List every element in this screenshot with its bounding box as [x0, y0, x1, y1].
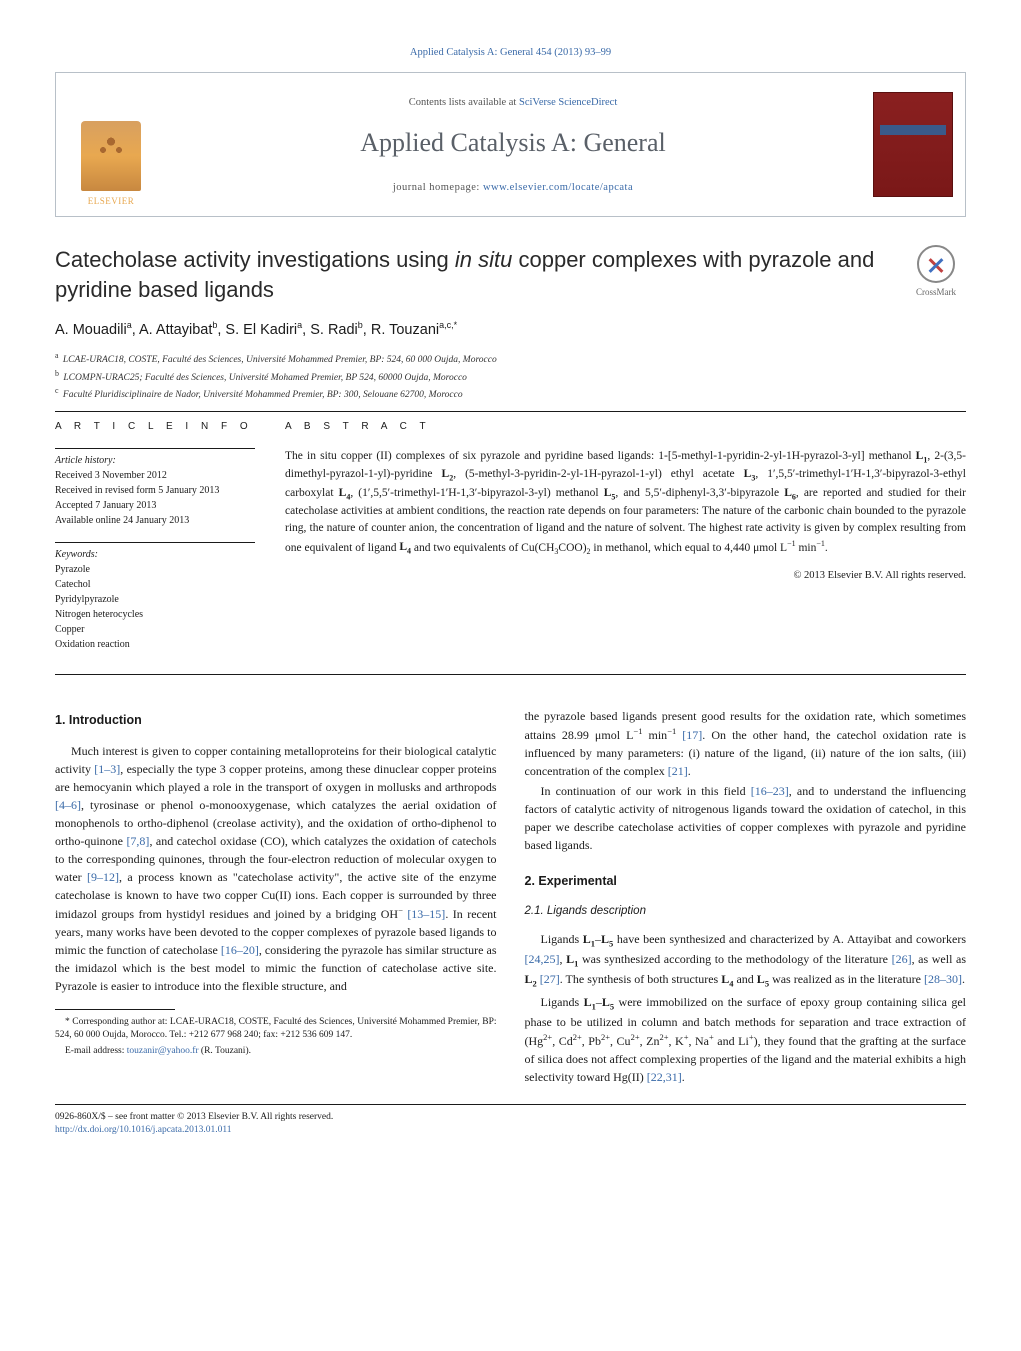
keywords-block: Keywords: Pyrazole Catechol Pyridylpyraz… [55, 547, 255, 652]
history-received: Received 3 November 2012 [55, 468, 255, 483]
ligands-paragraph-2: Ligands L1–L5 were immobilized on the su… [525, 993, 967, 1086]
crossmark-label: CrossMark [916, 286, 956, 299]
title-part-1: Catecholase activity investigations usin… [55, 247, 455, 272]
keyword: Pyridylpyrazole [55, 592, 255, 607]
cover-thumbnail-wrap [860, 73, 965, 216]
keyword: Copper [55, 622, 255, 637]
article-title: Catecholase activity investigations usin… [55, 245, 886, 304]
intro-paragraph-1: Much interest is given to copper contain… [55, 742, 497, 995]
affiliation-a-text: LCAE-URAC18, COSTE, Faculté des Sciences… [63, 356, 497, 366]
history-label: Article history: [55, 453, 255, 468]
corresponding-author: * Corresponding author at: LCAE-URAC18, … [55, 1016, 497, 1043]
publisher-logo: ELSEVIER [56, 73, 166, 216]
authors-line: A. Mouadilia, A. Attayibatb, S. El Kadir… [55, 319, 966, 341]
intro-paragraph-1b: the pyrazole based ligands present good … [525, 707, 967, 780]
body-two-column: 1. Introduction Much interest is given t… [55, 707, 966, 1086]
history-accepted: Accepted 7 January 2013 [55, 498, 255, 513]
ligands-paragraph-1: Ligands L1–L5 have been synthesized and … [525, 930, 967, 990]
intro-paragraph-2: In continuation of our work in this fiel… [525, 782, 967, 854]
doi-link[interactable]: http://dx.doi.org/10.1016/j.apcata.2013.… [55, 1124, 966, 1137]
running-head: Applied Catalysis A: General 454 (2013) … [55, 45, 966, 60]
affiliations: a LCAE-URAC18, COSTE, Faculté des Scienc… [55, 350, 966, 402]
divider [55, 674, 966, 675]
keyword: Catechol [55, 577, 255, 592]
corresponding-email: E-mail address: touzanir@yahoo.fr (R. To… [55, 1045, 497, 1058]
affiliation-c-text: Faculté Pluridisciplinaire de Nador, Uni… [63, 390, 463, 400]
history-online: Available online 24 January 2013 [55, 513, 255, 528]
email-link[interactable]: touzanir@yahoo.fr [127, 1046, 199, 1056]
homepage-link[interactable]: www.elsevier.com/locate/apcata [483, 182, 633, 193]
footnotes: * Corresponding author at: LCAE-URAC18, … [55, 1016, 497, 1058]
keyword: Nitrogen heterocycles [55, 607, 255, 622]
section-head-intro: 1. Introduction [55, 711, 497, 730]
affiliation-a: a LCAE-URAC18, COSTE, Faculté des Scienc… [55, 350, 966, 367]
crossmark-badge[interactable]: CrossMark [906, 245, 966, 299]
front-matter-line: 0926-860X/$ – see front matter © 2013 El… [55, 1111, 966, 1124]
homepage-prefix: journal homepage: [393, 182, 483, 193]
abstract-copyright: © 2013 Elsevier B.V. All rights reserved… [285, 568, 966, 583]
publisher-label: ELSEVIER [88, 195, 135, 208]
elsevier-tree-icon [81, 121, 141, 191]
journal-cover-icon [873, 92, 953, 197]
affiliation-b-text: LCOMPN-URAC25; Faculté des Sciences, Uni… [63, 373, 467, 383]
email-label: E-mail address: [65, 1046, 127, 1056]
divider [55, 448, 255, 449]
keyword: Oxidation reaction [55, 637, 255, 652]
article-info-column: A R T I C L E I N F O Article history: R… [55, 420, 255, 667]
title-italic: in situ [455, 247, 512, 272]
subsection-head-ligands: 2.1. Ligands description [525, 903, 967, 920]
contents-prefix: Contents lists available at [409, 97, 519, 108]
keyword: Pyrazole [55, 562, 255, 577]
homepage-line: journal homepage: www.elsevier.com/locat… [393, 180, 633, 195]
section-head-experimental: 2. Experimental [525, 872, 967, 891]
keywords-label: Keywords: [55, 547, 255, 562]
contents-line: Contents lists available at SciVerse Sci… [409, 95, 617, 110]
article-history: Article history: Received 3 November 201… [55, 453, 255, 528]
journal-name: Applied Catalysis A: General [360, 124, 665, 162]
crossmark-icon [917, 245, 955, 283]
divider [55, 542, 255, 543]
abstract-column: A B S T R A C T The in situ copper (II) … [285, 420, 966, 667]
article-info-head: A R T I C L E I N F O [55, 420, 255, 435]
affiliation-c: c Faculté Pluridisciplinaire de Nador, U… [55, 385, 966, 402]
affiliation-b: b LCOMPN-URAC25; Faculté des Sciences, U… [55, 368, 966, 385]
page-footer: 0926-860X/$ – see front matter © 2013 El… [55, 1104, 966, 1138]
divider [55, 411, 966, 412]
abstract-head: A B S T R A C T [285, 420, 966, 435]
abstract-body: The in situ copper (II) complexes of six… [285, 448, 966, 558]
email-who: (R. Touzani). [199, 1046, 251, 1056]
footnote-separator [55, 1009, 175, 1010]
history-revised: Received in revised form 5 January 2013 [55, 483, 255, 498]
header-center: Contents lists available at SciVerse Sci… [166, 73, 860, 216]
sciencedirect-link[interactable]: SciVerse ScienceDirect [519, 97, 617, 108]
journal-header: ELSEVIER Contents lists available at Sci… [55, 72, 966, 217]
